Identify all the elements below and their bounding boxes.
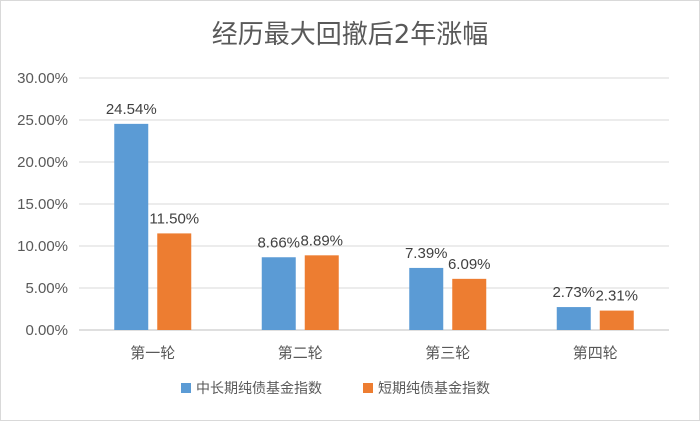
bar-medium-long-term-1: [114, 123, 149, 330]
y-tick-label: 0.00%: [25, 322, 68, 339]
bar-medium-long-term-2: [261, 257, 296, 330]
data-labels: 24.54% 11.50% 8.66% 8.89% 7.39%6.09% 2.73% 2.3…: [106, 101, 638, 305]
legend-label: 短期纯债基金指数: [378, 380, 490, 397]
y-tick-label: 20.00%: [17, 154, 68, 171]
y-tick-label: 5.00%: [25, 280, 68, 297]
data-label: 6.09%: [448, 256, 491, 273]
data-label: 8.66%: [257, 234, 300, 251]
data-label: 2.31%: [595, 288, 638, 305]
y-axis-ticks: 0.00% 5.00% 10.00% 15.00% 20.00% 25.00% 30.00%: [17, 70, 68, 339]
y-tick-label: 10.00%: [17, 238, 68, 255]
bar-medium-long-term-3: [409, 267, 444, 330]
y-tick-label: 25.00%: [17, 112, 68, 129]
x-axis-ticks: 第一轮 第二轮 第三轮 第四轮: [130, 344, 618, 362]
bar-short-term-2: [304, 255, 339, 330]
legend: 中长期纯债基金指数 短期纯债基金指数: [181, 380, 490, 397]
y-tick-label: 30.00%: [17, 70, 68, 87]
chart-title: 经历最大回撤后2年涨幅: [212, 20, 489, 50]
data-label: 24.54%: [106, 101, 157, 118]
data-label: 2.73%: [552, 284, 595, 301]
legend-label: 中长期纯债基金指数: [196, 380, 322, 397]
bar-short-term-1: [157, 233, 192, 330]
data-label: 7.39%: [405, 245, 448, 262]
legend-swatch: [363, 383, 373, 393]
bar-medium-long-term-4: [556, 307, 591, 330]
x-tick-label: 第二轮: [278, 344, 323, 362]
data-label: 8.89%: [300, 232, 343, 249]
bar-short-term-3: [452, 278, 487, 330]
x-tick-label: 第四轮: [573, 344, 618, 362]
x-tick-label: 第三轮: [425, 344, 470, 362]
bar-short-term-4: [599, 310, 634, 330]
bars: [114, 123, 634, 330]
y-tick-label: 15.00%: [17, 196, 68, 213]
data-label: 11.50%: [149, 210, 199, 227]
legend-swatch: [181, 383, 191, 393]
x-tick-label: 第一轮: [130, 344, 175, 362]
